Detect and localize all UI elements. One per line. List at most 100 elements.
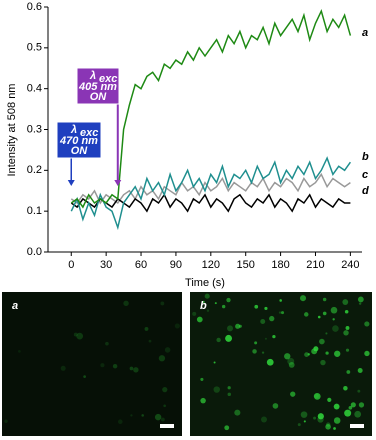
annotation-symbol: λ (89, 70, 96, 82)
cell-spot (325, 332, 328, 335)
cell-spot (287, 357, 295, 365)
cell-spot (354, 410, 362, 418)
cell-spot (322, 311, 327, 316)
scale-bar (160, 424, 174, 428)
cell-spot (227, 325, 234, 332)
cell-spot (83, 375, 86, 378)
cell-spot (299, 295, 307, 302)
panel-label: b (200, 300, 207, 312)
cell-spot (332, 318, 335, 321)
x-tick-label: 180 (271, 259, 289, 271)
cell-spot (317, 413, 324, 420)
x-tick-label: 120 (202, 259, 220, 271)
cell-spot (105, 341, 109, 346)
cell-spot (174, 323, 180, 329)
cell-spot (227, 386, 231, 390)
cell-spot (345, 326, 350, 330)
cell-spot (200, 377, 204, 381)
cell-spot (325, 351, 329, 355)
arrow-head (67, 180, 75, 186)
cell-spot (334, 350, 341, 357)
cell-spot (364, 350, 370, 357)
cell-spot (225, 334, 233, 342)
cell-spot (196, 316, 203, 323)
series-label: c (362, 169, 368, 181)
cell-spot (300, 411, 308, 418)
cell-spot (358, 302, 362, 305)
cell-spot (297, 423, 301, 427)
cell-spot (117, 419, 123, 424)
micrograph (190, 292, 372, 436)
cell-spot (333, 403, 340, 410)
cell-spot (358, 402, 365, 408)
cell-spot (204, 293, 210, 299)
cell-spot (333, 417, 341, 424)
cell-spot (130, 414, 133, 417)
cell-spot (227, 392, 232, 397)
y-tick-label: 0.5 (27, 42, 42, 54)
annotation-box (56, 121, 102, 159)
x-tick-label: 60 (135, 259, 147, 271)
x-tick-label: 150 (237, 259, 255, 271)
cell-spot (357, 296, 364, 303)
cell-spot (144, 326, 149, 331)
y-axis-title: Intensity at 508 nm (6, 84, 18, 177)
cell-spot (313, 346, 319, 352)
cell-spot (350, 402, 356, 408)
annotation-box (76, 67, 120, 105)
cell-spot (254, 304, 259, 309)
cell-spot (264, 306, 268, 311)
cell-spot (346, 370, 351, 374)
cell-spot (235, 323, 241, 329)
cell-spot (288, 362, 295, 368)
cell-spot (216, 337, 221, 343)
annotation-text: ON (90, 91, 108, 103)
cell-spot (330, 306, 338, 314)
cell-spot (333, 427, 336, 430)
annotation-sub: exc (80, 127, 98, 139)
x-tick-label: 90 (170, 259, 182, 271)
cell-spot (343, 330, 349, 336)
cell-spot (100, 363, 105, 368)
cell-spot (307, 353, 310, 356)
cell-spot (325, 424, 331, 430)
x-tick-label: 210 (306, 259, 324, 271)
annotation-sub: exc (99, 73, 117, 85)
cell-spot (252, 349, 257, 354)
cell-spot (344, 309, 349, 314)
cell-spot (224, 425, 230, 431)
cell-spot (214, 302, 217, 305)
cell-spot (158, 355, 166, 362)
y-tick-label: 0.4 (27, 83, 42, 95)
cell-spot (163, 404, 166, 408)
cell-spot (261, 416, 267, 423)
series-label: b (362, 151, 369, 163)
y-tick-label: 0.2 (27, 164, 42, 176)
cell-spot (280, 311, 285, 315)
cell-spot (342, 299, 349, 305)
cell-spot (213, 386, 220, 393)
cell-spot (317, 315, 321, 319)
cell-spot (320, 359, 326, 366)
cell-spot (279, 299, 282, 302)
scale-bar (350, 424, 364, 428)
cell-spot (133, 367, 139, 373)
cell-spot (221, 304, 226, 309)
cell-spot (317, 416, 324, 423)
cell-spot (261, 351, 265, 354)
cell-spot (344, 409, 352, 417)
cell-spot (313, 393, 319, 399)
cell-spot (348, 405, 353, 410)
cell-spot (213, 361, 216, 364)
cell-spot (266, 358, 274, 366)
micrograph (2, 292, 182, 436)
cell-spot (60, 365, 66, 371)
series-label: a (362, 27, 368, 39)
series-line (70, 172, 351, 205)
cell-spot (154, 413, 162, 421)
cell-spot (160, 417, 165, 422)
cell-spot (278, 311, 282, 314)
